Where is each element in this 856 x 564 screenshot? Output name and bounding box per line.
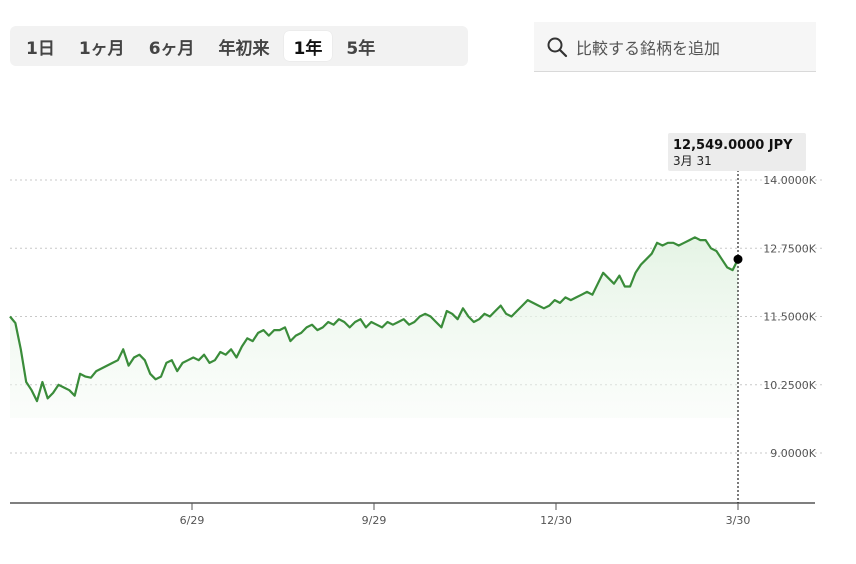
last-price-marker xyxy=(733,254,743,264)
search-placeholder: 比較する銘柄を追加 xyxy=(576,38,721,58)
tooltip-background xyxy=(668,133,806,171)
tab-1y[interactable]: 1年 xyxy=(283,31,333,61)
x-tick-label: 6/29 xyxy=(180,514,205,527)
x-tick-label: 12/30 xyxy=(540,514,572,527)
tooltip-value: 12,549.0000 JPY xyxy=(673,138,793,153)
tab-1d[interactable]: 1日 xyxy=(26,38,55,59)
y-tick-label: 12.7500K xyxy=(763,242,816,255)
compare-search-input[interactable]: 比較する銘柄を追加 xyxy=(534,22,816,72)
search-icon xyxy=(547,37,568,57)
x-tick-label: 9/29 xyxy=(362,514,387,527)
tab-ytd[interactable]: 年初来 xyxy=(218,38,270,59)
price-area-fill xyxy=(10,237,738,418)
tab-6m[interactable]: 6ヶ月 xyxy=(148,38,195,59)
y-tick-label: 10.2500K xyxy=(763,379,816,392)
y-tick-label: 11.5000K xyxy=(763,311,816,324)
tab-1m[interactable]: 1ヶ月 xyxy=(78,38,125,59)
price-line xyxy=(9,236,739,403)
range-tabs: 1日 1ヶ月 6ヶ月 年初来 1年 5年 xyxy=(10,26,468,66)
price-tooltip: 12,549.0000 JPY 3月 31 xyxy=(668,133,806,171)
tab-5y[interactable]: 5年 xyxy=(346,38,376,59)
y-axis-ticks: 14.0000K 12.7500K 11.5000K 10.2500K 9.0000K xyxy=(763,174,816,460)
tooltip-date: 3月 31 xyxy=(673,154,712,168)
y-tick-label: 9.0000K xyxy=(770,447,816,460)
x-tick-label: 3/30 xyxy=(726,514,751,527)
y-tick-label: 14.0000K xyxy=(763,174,816,187)
x-axis-ticks: 6/29 9/29 12/30 3/30 xyxy=(180,503,751,527)
